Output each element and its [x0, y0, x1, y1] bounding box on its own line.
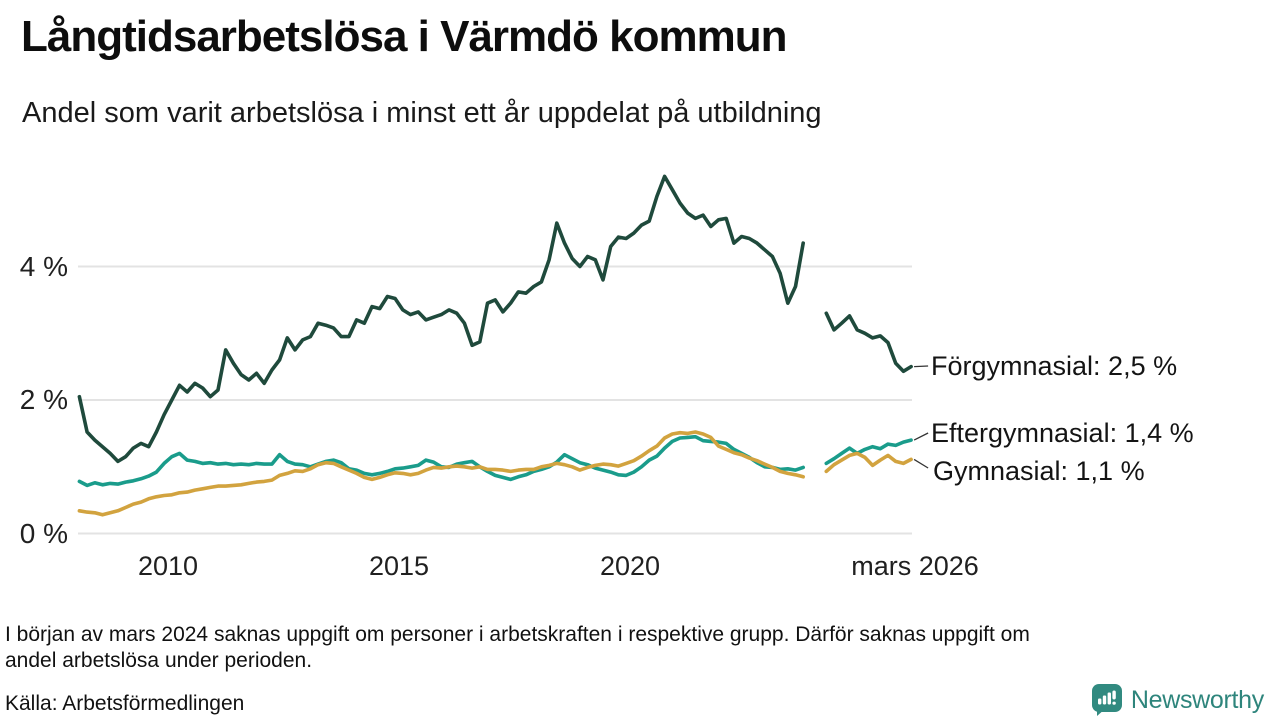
- y-axis-tick-0: 0 %: [19, 517, 68, 549]
- newsworthy-logo-link[interactable]: Newsworthy: [1091, 683, 1264, 717]
- label-connector: [913, 432, 929, 441]
- newsworthy-logo-text: Newsworthy: [1130, 685, 1264, 714]
- y-axis-tick-4: 4 %: [19, 250, 68, 282]
- label-connector: [913, 458, 929, 469]
- newsworthy-logo-icon: [1091, 684, 1122, 716]
- source-credit: Källa: Arbetsförmedlingen: [5, 692, 245, 715]
- x-axis-tick-mars-2026: mars 2026: [851, 551, 979, 581]
- y-axis-tick-2: 2 %: [19, 384, 68, 415]
- x-axis-tick-2020: 2020: [599, 551, 661, 581]
- series-label-gymnasial: Gymnasial: 1,1 %: [933, 456, 1145, 486]
- series-line-förgymnasial: [77, 174, 913, 464]
- series-label-eftergymnasial: Eftergymnasial: 1,4 %: [931, 418, 1194, 448]
- x-axis-tick-2010: 2010: [137, 551, 199, 581]
- label-connector: [914, 365, 929, 368]
- chart-title: Långtidsarbetslösa i Värmdö kommun: [21, 12, 787, 61]
- footnote-line-2: andel arbetslösa under perioden.: [5, 649, 313, 672]
- series-line-eftergymnasial: [77, 434, 913, 488]
- footnote-line-1: I början av mars 2024 saknas uppgift om …: [5, 623, 1030, 646]
- footnote: I början av mars 2024 saknas uppgift om …: [5, 622, 1030, 674]
- chart-subtitle: Andel som varit arbetslösa i minst ett å…: [22, 97, 822, 129]
- x-axis-tick-2015: 2015: [368, 551, 430, 581]
- series-line-gymnasial: [77, 430, 913, 517]
- series-label-forgymnasial: Förgymnasial: 2,5 %: [931, 351, 1178, 381]
